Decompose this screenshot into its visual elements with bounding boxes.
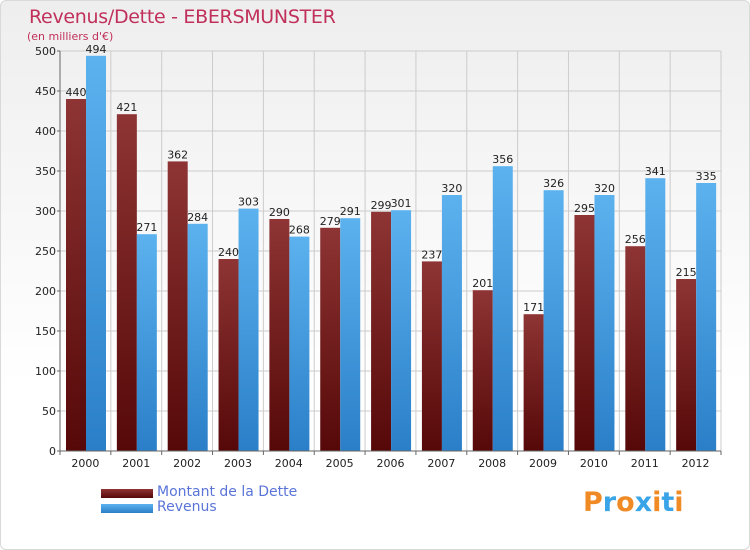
value-label-dette-2000: 440 bbox=[66, 86, 87, 99]
bar-dette-2004 bbox=[269, 219, 290, 451]
chart-subtitle: (en milliers d'€) bbox=[27, 30, 114, 43]
x-tick-label-2009: 2009 bbox=[529, 457, 557, 470]
y-tick-label: 450 bbox=[35, 85, 56, 98]
value-label-dette-2003: 240 bbox=[218, 246, 239, 259]
value-label-revenus-2012: 335 bbox=[696, 170, 717, 183]
proxiti-logo: Proxiti bbox=[583, 487, 684, 518]
y-tick-label: 350 bbox=[35, 165, 56, 178]
axes: 0 50 100 150 200 250 300 350 400 450 500 2000 2001 20… bbox=[35, 45, 722, 470]
chart-title: Revenus/Dette - EBERSMUNSTER bbox=[29, 6, 336, 28]
bar-revenus-2010 bbox=[594, 195, 615, 451]
y-tick-label: 150 bbox=[35, 325, 56, 338]
logo-letter: i bbox=[674, 487, 684, 518]
x-tick-label-2007: 2007 bbox=[427, 457, 455, 470]
logo-letter: i bbox=[652, 487, 662, 518]
bar-revenus-2004 bbox=[289, 236, 310, 451]
value-label-dette-2010: 295 bbox=[574, 202, 595, 215]
y-tick-label: 50 bbox=[42, 405, 56, 418]
y-tick-label: 400 bbox=[35, 125, 56, 138]
value-label-dette-2006: 299 bbox=[371, 199, 392, 212]
logo-letter: o bbox=[616, 487, 635, 518]
bar-revenus-2011 bbox=[645, 178, 666, 451]
bars bbox=[66, 55, 717, 452]
bar-dette-2007 bbox=[421, 261, 442, 451]
bar-dette-2006 bbox=[371, 211, 392, 451]
value-label-dette-2011: 256 bbox=[625, 233, 646, 246]
value-label-revenus-2001: 271 bbox=[136, 221, 157, 234]
bar-revenus-2009 bbox=[543, 190, 564, 451]
bar-dette-2002 bbox=[167, 161, 188, 451]
bar-dette-2001 bbox=[116, 114, 137, 451]
bar-dette-2000 bbox=[66, 99, 86, 451]
value-label-dette-2002: 362 bbox=[167, 148, 188, 161]
x-tick-label-2005: 2005 bbox=[326, 457, 354, 470]
y-tick-label: 300 bbox=[35, 205, 56, 218]
logo-letter: P bbox=[583, 487, 603, 518]
value-label-revenus-2003: 303 bbox=[238, 196, 259, 209]
x-tick-label-2006: 2006 bbox=[377, 457, 405, 470]
legend-label-revenus: Revenus bbox=[157, 499, 217, 515]
x-tick-label-2011: 2011 bbox=[631, 457, 659, 470]
x-tick-label-2001: 2001 bbox=[122, 457, 150, 470]
x-tick-label-2002: 2002 bbox=[173, 457, 201, 470]
legend-label-dette: Montant de la Dette bbox=[157, 484, 298, 500]
value-label-dette-2009: 171 bbox=[523, 301, 544, 314]
bar-dette-2003 bbox=[218, 259, 239, 451]
value-label-revenus-2006: 301 bbox=[391, 197, 412, 210]
value-label-revenus-2011: 341 bbox=[645, 165, 666, 178]
value-label-dette-2005: 279 bbox=[320, 215, 341, 228]
value-label-revenus-2010: 320 bbox=[594, 182, 615, 195]
bar-revenus-2000 bbox=[86, 55, 106, 452]
y-tick-label: 100 bbox=[35, 365, 56, 378]
bar-dette-2011 bbox=[625, 246, 646, 451]
x-tick-label-2004: 2004 bbox=[275, 457, 303, 470]
y-tick-label: 500 bbox=[35, 45, 56, 58]
logo-letter: r bbox=[602, 487, 617, 518]
y-tick-label: 0 bbox=[49, 445, 56, 458]
x-tick-label-2000: 2000 bbox=[71, 457, 99, 470]
value-label-revenus-2002: 284 bbox=[187, 211, 208, 224]
y-tick-label: 250 bbox=[35, 245, 56, 258]
value-label-revenus-2007: 320 bbox=[441, 182, 462, 195]
value-label-dette-2007: 237 bbox=[421, 248, 442, 261]
value-label-dette-2012: 215 bbox=[676, 266, 697, 279]
legend-swatch-dette bbox=[101, 489, 153, 498]
x-tick-label-2010: 2010 bbox=[580, 457, 608, 470]
x-tick-label-2012: 2012 bbox=[682, 457, 710, 470]
value-label-revenus-2009: 326 bbox=[543, 177, 564, 190]
bar-revenus-2007 bbox=[441, 195, 462, 451]
bar-revenus-2005 bbox=[340, 218, 361, 451]
bar-revenus-2001 bbox=[136, 234, 157, 451]
value-label-dette-2004: 290 bbox=[269, 206, 290, 219]
value-label-revenus-2000: 494 bbox=[86, 43, 107, 56]
legend-swatch-revenus bbox=[101, 504, 153, 513]
bar-dette-2005 bbox=[320, 227, 341, 451]
value-label-revenus-2005: 291 bbox=[340, 205, 361, 218]
bar-revenus-2008 bbox=[492, 166, 513, 451]
value-label-revenus-2004: 268 bbox=[289, 224, 310, 237]
bar-revenus-2003 bbox=[238, 208, 259, 451]
value-label-dette-2001: 421 bbox=[116, 101, 137, 114]
bar-revenus-2012 bbox=[696, 183, 717, 451]
x-tick-label-2008: 2008 bbox=[478, 457, 506, 470]
bar-dette-2012 bbox=[676, 279, 697, 451]
value-label-dette-2008: 201 bbox=[472, 277, 493, 290]
bar-dette-2008 bbox=[472, 290, 493, 451]
logo-letter: x bbox=[634, 487, 653, 518]
bar-dette-2009 bbox=[523, 314, 544, 451]
y-tick-label: 200 bbox=[35, 285, 56, 298]
bar-revenus-2002 bbox=[187, 223, 208, 451]
value-label-revenus-2008: 356 bbox=[492, 153, 513, 166]
x-tick-label-2003: 2003 bbox=[224, 457, 252, 470]
bar-dette-2010 bbox=[574, 215, 595, 451]
logo-letter: t bbox=[661, 487, 675, 518]
bar-revenus-2006 bbox=[391, 210, 412, 451]
